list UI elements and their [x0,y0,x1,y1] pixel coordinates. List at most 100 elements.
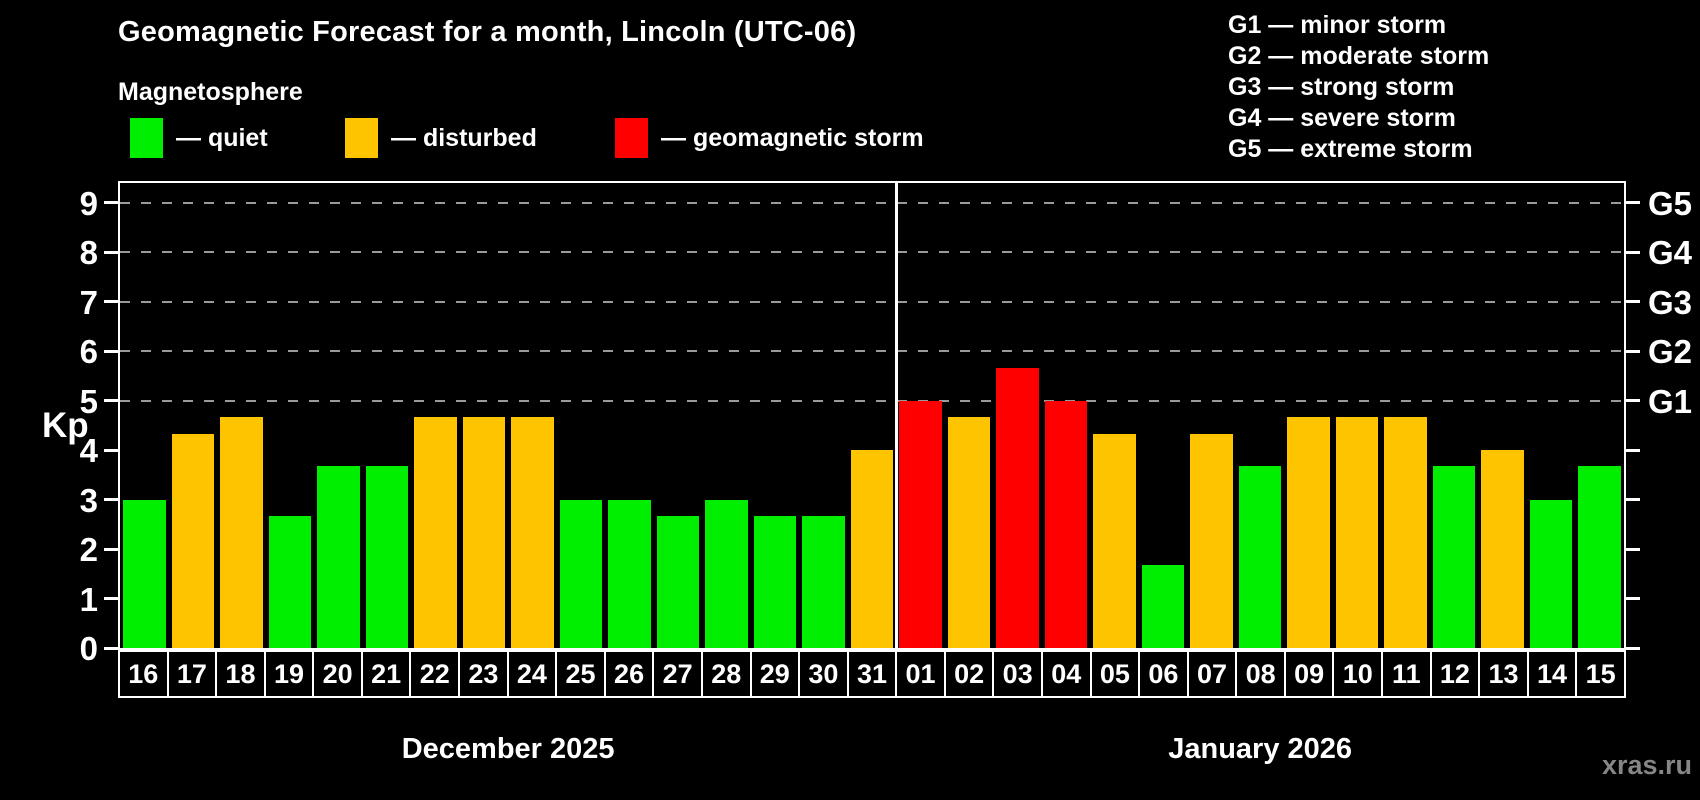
y-axis-label: Kp [42,406,89,445]
kp-bar-december-20 [317,466,360,648]
kp-bar-december-18 [220,416,263,648]
right-tick-1 [1626,597,1640,601]
right-axis-label-G5: G5 [1648,184,1693,222]
right-tick-5 [1626,399,1640,403]
left-tick-label-4: 4 [79,432,98,470]
legend-item-disturbed: — disturbed [345,118,537,158]
kp-bar-january-04 [1044,400,1088,648]
watermark: xras.ru [1601,750,1692,780]
kp-bar-january-03 [996,367,1039,648]
day-label-22: 22 [411,652,461,696]
right-tick-8 [1626,250,1640,254]
right-tick-0 [1626,646,1640,650]
left-tick-5 [104,399,118,403]
g4-legend-line: G4 — severe storm [1228,104,1456,132]
left-tick-label-9: 9 [79,184,98,222]
month-label-january: January 2026 [1168,733,1353,765]
day-label-25: 25 [557,652,606,696]
day-label-20: 20 [314,652,363,696]
day-label-04: 04 [1042,652,1092,696]
right-axis-label-G2: G2 [1648,333,1693,371]
kp-bar-january-07 [1190,433,1233,648]
right-tick-9 [1626,201,1640,205]
day-label-23: 23 [460,652,509,696]
day-label-18: 18 [217,652,266,696]
day-label-10: 10 [1334,652,1384,696]
kp-bar-january-15 [1578,466,1621,648]
kp-bar-december-19 [268,515,312,648]
kp-bar-december-25 [559,499,603,648]
left-tick-0 [104,646,118,650]
kp-bar-december-27 [656,515,700,648]
g5-legend-line: G5 — extreme storm [1228,135,1473,163]
g2-legend-line: G2 — moderate storm [1228,42,1490,70]
right-axis-label-G3: G3 [1648,283,1693,321]
day-label-03: 03 [994,652,1043,696]
kp-bar-january-14 [1529,499,1573,648]
kp-bar-december-16 [123,499,166,648]
day-label-17: 17 [168,652,218,696]
left-tick-1 [104,597,118,601]
kp-bar-january-11 [1384,416,1427,648]
kp-bar-december-23 [462,416,506,648]
day-label-11: 11 [1383,652,1432,696]
day-label-24: 24 [508,652,558,696]
day-label-12: 12 [1431,652,1481,696]
day-label-09: 09 [1285,652,1335,696]
right-tick-4 [1626,448,1640,452]
left-tick-9 [104,201,118,205]
day-label-14: 14 [1528,652,1578,696]
day-label-02: 02 [945,652,995,696]
day-label-16: 16 [120,652,169,696]
kp-bar-january-08 [1238,466,1282,648]
left-tick-label-7: 7 [79,283,98,321]
right-tick-3 [1626,498,1640,502]
left-tick-3 [104,498,118,502]
day-label-05: 05 [1091,652,1141,696]
kp-bar-january-12 [1432,466,1476,648]
day-label-15: 15 [1577,652,1624,696]
right-axis-label-G1: G1 [1648,382,1693,420]
day-label-01: 01 [897,652,946,696]
day-label-27: 27 [654,652,703,696]
gridline-kp-8 [120,251,1624,254]
day-label-07: 07 [1188,652,1238,696]
kp-bar-december-30 [802,515,845,648]
g1-legend-line: G1 — minor storm [1228,11,1447,39]
g3-legend-line: G3 — strong storm [1228,73,1455,101]
gridline-kp-5 [120,399,1624,402]
day-axis-row: 16 17 18 19 20 21 22 23 24 25 26 27 28 29 30 31 01 02 03 04… [118,650,1626,698]
day-label-30: 30 [800,652,849,696]
kp-bar-january-05 [1093,433,1136,648]
legend-item-storm: — geomagnetic storm [615,118,924,158]
month-label-december: December 2025 [401,733,615,765]
kp-bar-december-24 [511,416,554,648]
left-tick-8 [104,250,118,254]
storm-scale-legend: G1 — minor storm G2 — moderate storm G3 … [1228,10,1489,165]
kp-bar-january-10 [1335,416,1379,648]
gridline-kp-6 [120,350,1624,353]
kp-bar-january-09 [1287,416,1330,648]
left-tick-label-3: 3 [79,481,98,519]
legend-label-quiet: — quiet [176,123,268,152]
left-tick-4 [104,448,118,452]
right-tick-2 [1626,547,1640,551]
left-tick-label-8: 8 [79,234,98,272]
day-label-13: 13 [1480,652,1529,696]
right-tick-6 [1626,349,1640,353]
kp-bar-december-21 [365,466,409,648]
day-label-19: 19 [265,652,315,696]
legend-label-disturbed: — disturbed [391,123,537,152]
kp-bar-chart-plot-area [118,181,1626,650]
storm-swatch-icon [615,118,648,158]
day-label-21: 21 [362,652,412,696]
kp-bar-december-31 [850,450,894,648]
kp-bar-december-29 [753,515,797,648]
kp-bar-january-02 [947,416,991,648]
kp-bar-december-22 [414,416,457,648]
kp-bar-december-26 [608,499,651,648]
magnetosphere-subtitle: Magnetosphere [118,78,303,106]
right-tick-7 [1626,300,1640,304]
day-label-08: 08 [1237,652,1286,696]
